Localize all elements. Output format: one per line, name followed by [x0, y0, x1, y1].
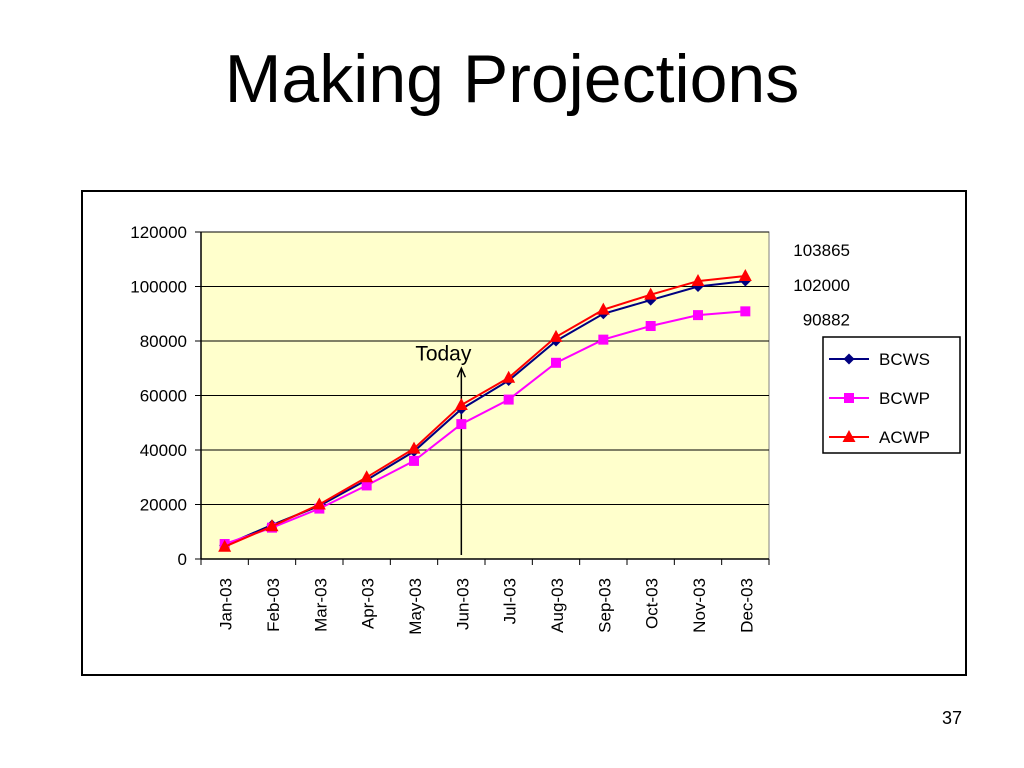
x-tick-label: Feb-03	[264, 578, 283, 632]
data-point-bcwp	[361, 480, 372, 491]
data-point-bcwp	[598, 334, 609, 345]
page-number: 37	[941, 708, 962, 728]
x-tick-label: May-03	[406, 578, 425, 635]
legend-label-acwp: ACWP	[879, 428, 930, 447]
data-point-acwp	[265, 519, 279, 532]
legend-marker-bcwp	[844, 393, 854, 403]
data-point-acwp	[596, 302, 610, 315]
data-point-bcwp	[645, 321, 656, 332]
y-tick-label: 20000	[140, 496, 187, 515]
data-point-acwp	[502, 370, 516, 383]
slide-title: Making Projections	[224, 41, 800, 117]
data-point-bcwp	[551, 357, 561, 368]
x-tick-label: Apr-03	[359, 578, 378, 629]
data-point-acwp	[218, 539, 232, 552]
data-point-acwp	[691, 274, 705, 287]
series-line-acwp	[224, 275, 746, 548]
legend-marker-bcws	[843, 353, 855, 365]
end-value-label: 90882	[803, 310, 850, 329]
data-point-bcwp	[456, 419, 467, 430]
chart: 0 20000 40000 60000 80000 100000 120000 Jan-03 F…	[130, 223, 961, 635]
chart-frame: 0 20000 40000 60000 80000 100000 120000 Jan-03 F…	[81, 190, 967, 676]
series-line-bcwp	[224, 310, 746, 545]
data-point-bcwp	[740, 306, 751, 317]
x-tick-label: Dec-03	[737, 578, 756, 633]
data-point-acwp	[407, 441, 421, 454]
x-tick-label: Oct-03	[643, 578, 662, 629]
data-point-acwp	[644, 287, 658, 300]
end-value-label: 102000	[793, 276, 850, 295]
data-point-bcwp	[693, 310, 703, 321]
today-arrowhead	[456, 366, 467, 378]
x-tick-label: Nov-03	[690, 578, 709, 633]
y-tick-label: 100000	[130, 278, 187, 297]
y-tick-label: 80000	[140, 332, 187, 351]
legend-label-bcws: BCWS	[879, 350, 930, 369]
data-point-bcwp	[503, 394, 514, 405]
data-point-acwp	[738, 268, 752, 281]
x-tick-label: Jul-03	[501, 578, 520, 624]
x-tick-label: Jan-03	[217, 578, 236, 630]
x-tick-label: Mar-03	[311, 578, 330, 632]
x-tick-label: Aug-03	[548, 578, 567, 633]
legend-label-bcwp: BCWP	[879, 389, 930, 408]
y-tick-label: 40000	[140, 441, 187, 460]
data-point-acwp	[360, 470, 374, 483]
today-label: Today	[415, 342, 472, 365]
x-tick-label: Sep-03	[595, 578, 614, 633]
data-point-acwp	[312, 497, 326, 510]
legend-marker-acwp	[842, 430, 856, 442]
data-point-acwp	[549, 329, 563, 342]
data-point-bcwp	[409, 455, 419, 466]
y-tick-label: 60000	[140, 387, 187, 406]
data-point-acwp	[454, 398, 468, 411]
y-tick-label: 0	[178, 550, 187, 569]
x-tick-label: Jun-03	[453, 578, 472, 630]
y-tick-label: 120000	[130, 223, 187, 242]
end-value-label: 103865	[793, 241, 850, 260]
data-point-bcws	[739, 275, 751, 287]
